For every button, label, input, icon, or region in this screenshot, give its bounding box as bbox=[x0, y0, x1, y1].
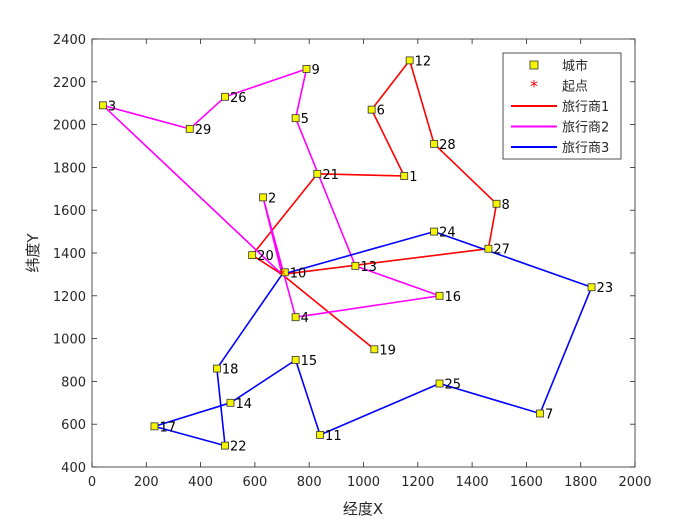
city-marker bbox=[370, 345, 379, 354]
city-label: 19 bbox=[379, 343, 396, 358]
x-axis-ticks: 0 200 400 600 800 1000 1200 1400 1600 1800 2000 bbox=[88, 39, 652, 490]
x-tick-label: 1800 bbox=[564, 475, 597, 490]
y-tick-label: 400 bbox=[61, 461, 86, 476]
city-label: 11 bbox=[325, 429, 342, 444]
y-tick-label: 600 bbox=[61, 418, 86, 433]
city-marker bbox=[484, 244, 493, 253]
city-label: 21 bbox=[322, 168, 339, 183]
city-label: 28 bbox=[439, 138, 456, 153]
city-label: 2 bbox=[268, 191, 276, 206]
city-marker bbox=[291, 313, 300, 322]
city-marker bbox=[302, 65, 311, 73]
city-marker bbox=[400, 172, 409, 180]
city-marker bbox=[221, 441, 229, 450]
city-marker bbox=[435, 291, 444, 300]
city-label: 18 bbox=[222, 363, 239, 378]
city-label: 29 bbox=[195, 123, 212, 138]
city-marker bbox=[492, 199, 501, 208]
x-tick-label: 600 bbox=[242, 475, 267, 490]
city-label: 20 bbox=[257, 249, 274, 264]
legend-label: 旅行商1 bbox=[562, 100, 609, 115]
city-marker bbox=[291, 356, 300, 364]
city-label: 25 bbox=[445, 378, 462, 393]
city-marker bbox=[351, 261, 360, 270]
city-label: 26 bbox=[230, 91, 247, 106]
x-axis-label: 经度X bbox=[343, 500, 383, 518]
x-tick-label: 400 bbox=[188, 475, 213, 490]
city-label: 3 bbox=[108, 99, 116, 114]
y-tick-label: 2200 bbox=[53, 76, 86, 91]
legend-label: 旅行商3 bbox=[562, 141, 609, 156]
y-tick-label: 1600 bbox=[53, 204, 86, 219]
cities-layer: 1234567891011121314151617181920212223242… bbox=[98, 54, 614, 455]
city-marker bbox=[536, 409, 544, 418]
x-tick-label: 1400 bbox=[456, 475, 489, 490]
city-label: 14 bbox=[235, 397, 252, 412]
y-tick-label: 1000 bbox=[53, 333, 86, 348]
city-label: 15 bbox=[301, 354, 318, 369]
city-label: 24 bbox=[439, 226, 456, 241]
city-marker bbox=[430, 139, 438, 148]
y-tick-label: 1400 bbox=[53, 247, 86, 262]
city-marker bbox=[430, 227, 438, 236]
city-label: 13 bbox=[360, 260, 377, 275]
city-label: 22 bbox=[230, 440, 247, 455]
route-line bbox=[251, 59, 498, 351]
city-label: 6 bbox=[377, 104, 385, 119]
y-tick-label: 800 bbox=[61, 375, 86, 390]
city-marker bbox=[280, 268, 289, 277]
legend-marker bbox=[529, 60, 539, 70]
city-label: 10 bbox=[290, 266, 307, 281]
city-marker bbox=[587, 283, 596, 292]
city-marker bbox=[291, 114, 300, 123]
x-tick-label: 2000 bbox=[618, 475, 651, 490]
city-marker bbox=[259, 193, 267, 202]
city-label: 1 bbox=[409, 170, 417, 185]
city-label: 16 bbox=[445, 290, 462, 305]
city-marker bbox=[221, 92, 229, 101]
y-axis-ticks: 400 600 800 1000 1200 1400 1600 1800 2000 2200 240… bbox=[53, 33, 635, 476]
y-tick-label: 2400 bbox=[53, 33, 86, 48]
start-marker: * bbox=[279, 267, 286, 283]
city-marker bbox=[212, 364, 221, 373]
city-marker bbox=[98, 101, 107, 110]
city-marker bbox=[405, 56, 414, 65]
route-line bbox=[153, 230, 593, 447]
city-label: 27 bbox=[493, 243, 510, 258]
legend-label: 起点 bbox=[562, 80, 588, 95]
city-marker bbox=[226, 398, 235, 407]
city-label: 5 bbox=[301, 112, 309, 127]
city-marker bbox=[313, 169, 322, 178]
y-tick-label: 2000 bbox=[53, 119, 86, 134]
city-marker bbox=[367, 105, 376, 114]
legend-label: 城市 bbox=[562, 58, 588, 74]
city-marker bbox=[316, 430, 324, 439]
y-tick-label: 1200 bbox=[53, 290, 86, 305]
x-tick-label: 1000 bbox=[347, 475, 380, 490]
city-label: 23 bbox=[597, 281, 614, 296]
x-tick-label: 800 bbox=[297, 475, 322, 490]
city-label: 9 bbox=[311, 63, 319, 78]
y-axis-label: 纬度Y bbox=[24, 233, 42, 273]
x-tick-label: 1600 bbox=[510, 475, 543, 490]
city-marker bbox=[185, 124, 194, 133]
y-tick-label: 1800 bbox=[53, 161, 86, 176]
city-label: 12 bbox=[415, 54, 432, 69]
legend-label: 旅行商2 bbox=[562, 121, 609, 136]
legend-marker: * bbox=[530, 77, 538, 96]
city-label: 4 bbox=[301, 311, 309, 326]
city-label: 7 bbox=[545, 408, 553, 423]
city-label: 8 bbox=[502, 198, 510, 213]
city-marker bbox=[150, 422, 159, 431]
x-tick-label: 1200 bbox=[401, 475, 434, 490]
x-tick-label: 200 bbox=[134, 475, 159, 490]
city-marker bbox=[435, 379, 444, 388]
city-label: 17 bbox=[159, 420, 176, 435]
x-tick-label: 0 bbox=[88, 475, 96, 490]
city-marker bbox=[248, 251, 257, 260]
